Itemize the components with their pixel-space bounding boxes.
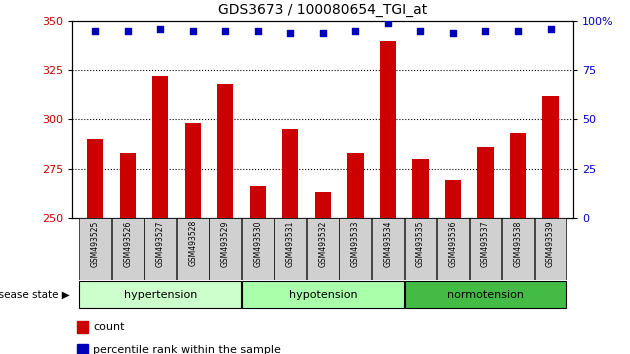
Text: GSM493537: GSM493537 xyxy=(481,220,490,267)
Bar xyxy=(120,153,136,218)
Text: GSM493526: GSM493526 xyxy=(123,220,132,267)
Bar xyxy=(79,218,111,280)
Text: GSM493527: GSM493527 xyxy=(156,220,165,267)
Text: GSM493535: GSM493535 xyxy=(416,220,425,267)
Bar xyxy=(242,218,274,280)
Bar xyxy=(209,218,241,280)
Point xyxy=(318,30,328,36)
Point xyxy=(448,30,458,36)
Point xyxy=(513,28,523,34)
Text: GSM493532: GSM493532 xyxy=(318,220,328,267)
Bar xyxy=(412,159,428,218)
Bar xyxy=(217,84,234,218)
Bar xyxy=(282,129,299,218)
Point xyxy=(350,28,360,34)
Bar xyxy=(445,181,461,218)
Bar xyxy=(404,281,566,308)
Point xyxy=(253,28,263,34)
Text: count: count xyxy=(93,322,125,332)
Bar xyxy=(249,186,266,218)
Title: GDS3673 / 100080654_TGI_at: GDS3673 / 100080654_TGI_at xyxy=(218,4,428,17)
Bar xyxy=(77,321,88,333)
Text: percentile rank within the sample: percentile rank within the sample xyxy=(93,345,282,354)
Bar xyxy=(437,218,469,280)
Bar xyxy=(87,139,103,218)
Bar xyxy=(177,218,209,280)
Text: GSM493531: GSM493531 xyxy=(286,220,295,267)
Bar xyxy=(502,218,534,280)
Point xyxy=(383,21,393,26)
Text: GSM493525: GSM493525 xyxy=(91,220,100,267)
Bar xyxy=(347,153,364,218)
Bar xyxy=(478,147,494,218)
Bar xyxy=(79,281,241,308)
Bar xyxy=(77,344,88,354)
Bar xyxy=(510,133,526,218)
Text: normotension: normotension xyxy=(447,290,524,300)
Point xyxy=(415,28,425,34)
Point xyxy=(220,28,231,34)
Bar xyxy=(144,218,176,280)
Bar xyxy=(469,218,501,280)
Bar xyxy=(307,218,339,280)
Bar xyxy=(275,218,306,280)
Text: disease state ▶: disease state ▶ xyxy=(0,290,69,300)
Bar xyxy=(152,76,168,218)
Bar xyxy=(535,218,566,280)
Point xyxy=(546,26,556,32)
Text: hypertension: hypertension xyxy=(123,290,197,300)
Text: GSM493536: GSM493536 xyxy=(449,220,457,267)
Point xyxy=(285,30,295,36)
Text: GSM493528: GSM493528 xyxy=(188,220,197,267)
Bar xyxy=(185,124,201,218)
Text: GSM493534: GSM493534 xyxy=(384,220,392,267)
Point xyxy=(155,26,165,32)
Bar xyxy=(242,281,404,308)
Bar xyxy=(542,96,559,218)
Text: GSM493538: GSM493538 xyxy=(513,220,522,267)
Bar xyxy=(340,218,371,280)
Text: GSM493529: GSM493529 xyxy=(220,220,230,267)
Bar xyxy=(372,218,404,280)
Bar xyxy=(112,218,144,280)
Bar xyxy=(380,41,396,218)
Text: GSM493539: GSM493539 xyxy=(546,220,555,267)
Point xyxy=(90,28,100,34)
Point xyxy=(123,28,133,34)
Point xyxy=(481,28,491,34)
Text: GSM493533: GSM493533 xyxy=(351,220,360,267)
Text: GSM493530: GSM493530 xyxy=(253,220,262,267)
Bar xyxy=(315,192,331,218)
Point xyxy=(188,28,198,34)
Text: hypotension: hypotension xyxy=(289,290,357,300)
Bar xyxy=(404,218,437,280)
